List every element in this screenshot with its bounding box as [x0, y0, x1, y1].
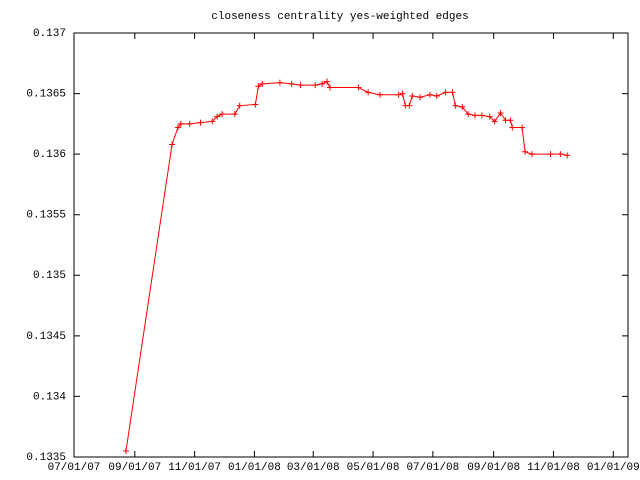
point-marker [442, 89, 449, 96]
point-marker [519, 124, 526, 131]
x-tick-label: 11/01/07 [168, 462, 221, 474]
point-marker [122, 447, 129, 454]
point-marker [528, 151, 535, 158]
point-marker [255, 83, 262, 90]
point-marker [312, 82, 319, 89]
point-marker [465, 111, 472, 118]
point-marker [323, 78, 330, 85]
point-marker [355, 84, 362, 91]
point-marker [452, 102, 459, 109]
x-tick-label: 07/01/08 [406, 462, 459, 474]
point-marker [319, 80, 326, 87]
x-tick-label: 01/01/08 [228, 462, 281, 474]
point-marker [365, 89, 372, 96]
point-marker [449, 89, 456, 96]
point-marker [169, 141, 176, 148]
x-tick-label: 03/01/08 [287, 462, 340, 474]
point-marker [564, 152, 571, 159]
point-marker [557, 151, 564, 158]
y-tick-label: 0.1345 [26, 331, 66, 343]
point-marker [522, 148, 529, 155]
point-marker [486, 113, 493, 120]
y-tick-label: 0.136 [33, 149, 66, 161]
point-marker [406, 102, 413, 109]
x-tick-label: 09/01/07 [108, 462, 161, 474]
point-marker [497, 109, 504, 116]
point-marker [491, 118, 498, 125]
x-tick-label: 07/01/07 [48, 462, 101, 474]
x-tick-label: 05/01/08 [347, 462, 400, 474]
point-marker [214, 113, 221, 120]
point-marker [426, 91, 433, 98]
point-marker [376, 91, 383, 98]
point-marker [507, 117, 514, 124]
point-marker [186, 120, 193, 127]
point-marker [219, 111, 226, 118]
plot-border [73, 32, 629, 458]
y-tick-label: 0.1365 [26, 88, 66, 100]
point-marker [231, 111, 238, 118]
point-marker [409, 92, 416, 99]
point-marker [478, 112, 485, 119]
x-tick-label: 11/01/08 [527, 462, 580, 474]
point-marker [209, 118, 216, 125]
y-tick-label: 0.1355 [26, 210, 66, 222]
point-marker [276, 79, 283, 86]
point-marker [252, 101, 259, 108]
point-marker [395, 91, 402, 98]
y-tick-label: 0.1335 [26, 452, 66, 464]
point-marker [547, 151, 554, 158]
point-marker [288, 80, 295, 87]
point-marker [326, 84, 333, 91]
y-tick-label: 0.137 [33, 28, 66, 40]
point-marker [259, 80, 266, 87]
x-tick-label: 01/01/09 [587, 462, 640, 474]
point-marker [417, 94, 424, 101]
chart-title: closeness centrality yes-weighted edges [211, 11, 468, 23]
point-marker [236, 102, 243, 109]
point-marker [509, 124, 516, 131]
point-marker [472, 112, 479, 119]
point-marker [177, 120, 184, 127]
point-marker [433, 92, 440, 99]
y-tick-label: 0.134 [33, 391, 66, 403]
y-tick-label: 0.135 [33, 270, 66, 282]
x-tick-label: 09/01/08 [467, 462, 520, 474]
point-marker [399, 90, 406, 97]
point-marker [459, 103, 466, 110]
point-marker [297, 82, 304, 89]
point-marker [174, 124, 181, 131]
point-marker [197, 119, 204, 126]
